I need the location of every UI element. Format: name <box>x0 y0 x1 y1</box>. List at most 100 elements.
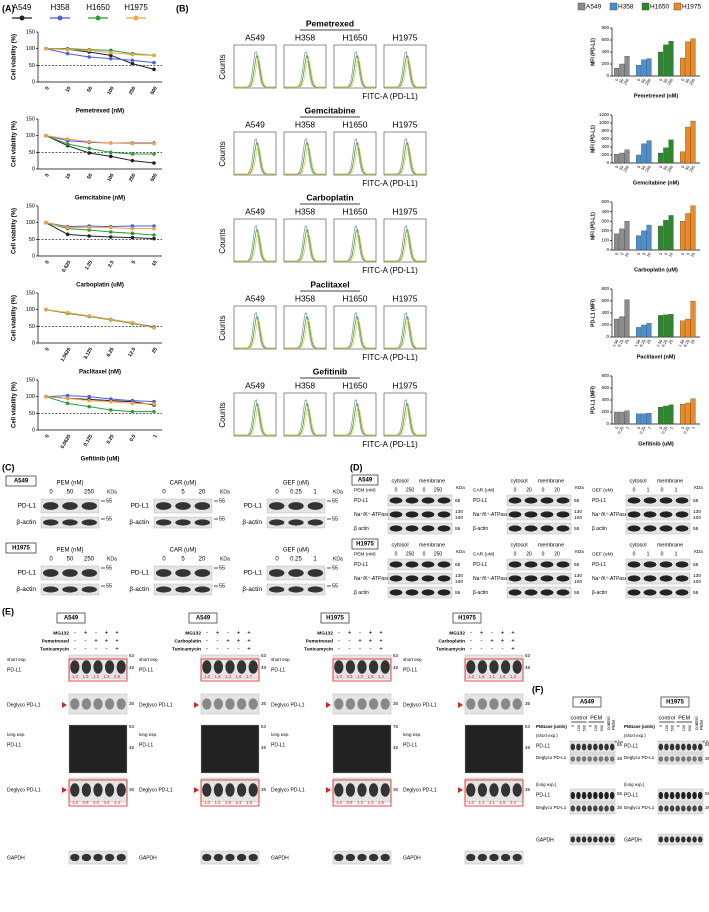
histogram-curve <box>384 316 426 349</box>
bar <box>619 411 625 425</box>
blot-band <box>604 756 609 762</box>
sign-label: + <box>490 639 494 645</box>
data-point <box>87 151 91 155</box>
marker-label: 55 <box>574 526 580 532</box>
blot-band <box>627 589 641 596</box>
marker-label: 55 <box>693 562 699 568</box>
dose-label: 0 <box>636 425 642 430</box>
x-tick-label: 0.0625 <box>60 433 73 449</box>
histogram-curve <box>234 59 276 88</box>
marker-label: 48 <box>525 745 531 750</box>
band-label: β-actin <box>242 586 262 593</box>
legend-label: H1650 <box>86 3 110 12</box>
y-tick-label: 600 <box>601 385 609 390</box>
y-tick-label: 600 <box>601 298 609 303</box>
dose-label: 0 <box>49 490 53 496</box>
treatment-label: Pemetrexed <box>42 638 69 644</box>
blot-band <box>524 589 538 596</box>
bar <box>641 324 647 338</box>
sign-label: - <box>370 647 372 653</box>
histogram-curve <box>384 55 426 88</box>
band-label: PD-L1 <box>131 570 150 577</box>
band-label: Na⁺/K⁺-ATPase <box>592 512 628 518</box>
fraction-label: cytosol <box>629 542 646 548</box>
treatment-label: Pemetrexed <box>306 638 333 644</box>
bar <box>646 224 652 251</box>
blot-band <box>202 698 212 710</box>
y-tick-label: 0 <box>606 73 609 78</box>
blot-band <box>81 698 92 710</box>
marker-label: 55 <box>574 562 580 568</box>
blot-band <box>598 805 604 812</box>
treatment-label: MG132 <box>317 630 333 636</box>
ratio-label: 1.0 <box>72 800 78 805</box>
blot-band <box>389 497 403 504</box>
cell-box <box>572 696 602 708</box>
fraction-label: membrane <box>538 542 564 548</box>
blot-band <box>556 575 570 582</box>
arrow <box>326 787 331 793</box>
ratio-label: 1.1 <box>479 800 485 805</box>
data-point <box>152 67 156 72</box>
dose-label: 0 <box>661 487 664 493</box>
marker-label: 55 <box>617 791 623 796</box>
y-axis-label: PD-L1 (MFI) <box>590 386 596 414</box>
blot <box>625 572 691 585</box>
blot-band <box>692 791 697 800</box>
cell-line-label: A549 <box>245 119 265 129</box>
kda-label: KDa <box>333 556 343 562</box>
blot <box>625 494 691 507</box>
bar <box>636 327 642 338</box>
marker-label: 100 <box>455 579 463 585</box>
dose-label: 20 <box>199 490 206 496</box>
blot-band <box>681 743 686 751</box>
data-point <box>130 409 135 414</box>
blot-band <box>93 660 103 674</box>
blot-band <box>104 660 115 674</box>
y-tick-label: 0 <box>606 334 609 339</box>
dose-label: 1 <box>668 425 674 430</box>
band-label: PD-L1 <box>473 498 487 504</box>
y-tick-label: 100 <box>26 46 35 52</box>
histogram-frame <box>333 131 377 176</box>
blot-band <box>570 756 576 762</box>
fraction-label: membrane <box>657 542 683 548</box>
blot-band <box>236 698 247 710</box>
highlight-box <box>200 779 260 807</box>
sign-label: + <box>358 639 362 645</box>
cell-line-label: A549 <box>64 616 79 622</box>
y-tick-label: 150 <box>26 29 35 35</box>
sign-label: - <box>217 647 219 653</box>
series-line <box>45 135 154 145</box>
blot-band <box>389 589 403 596</box>
band-label: GAPDH <box>7 855 25 861</box>
band-label: Na⁺/K⁺-ATPase <box>473 512 509 518</box>
sign-label: - <box>470 631 472 637</box>
y-tick-label: 50 <box>29 237 35 243</box>
bar <box>636 235 642 251</box>
blot-band <box>81 586 98 593</box>
sign-label: + <box>115 647 119 653</box>
ratio-label: 1.0 <box>357 674 363 679</box>
bar <box>619 228 625 251</box>
ratio-label: 2.4 <box>510 800 516 805</box>
data-point <box>87 404 91 409</box>
kda-label: KDa <box>456 485 465 490</box>
band-label: PD-L1 <box>624 743 638 749</box>
cell-line-label: H1975 <box>12 546 30 552</box>
blot-band <box>675 525 689 532</box>
blot-band <box>194 586 211 593</box>
blot-band <box>155 586 172 593</box>
cell-line-label: A549 <box>245 32 265 42</box>
cell-line-label: H1650 <box>342 293 367 303</box>
y-axis-label: PD-L1 (MFI) <box>590 299 596 327</box>
blot-band <box>500 660 511 674</box>
sign-label: - <box>481 647 483 653</box>
ratio-label: 1.7 <box>246 674 252 679</box>
data-point <box>152 326 156 330</box>
histogram-curve <box>284 312 326 349</box>
dose-label: 1 <box>647 551 650 557</box>
blot <box>625 522 691 535</box>
series-line <box>45 309 155 329</box>
bar <box>658 51 664 77</box>
